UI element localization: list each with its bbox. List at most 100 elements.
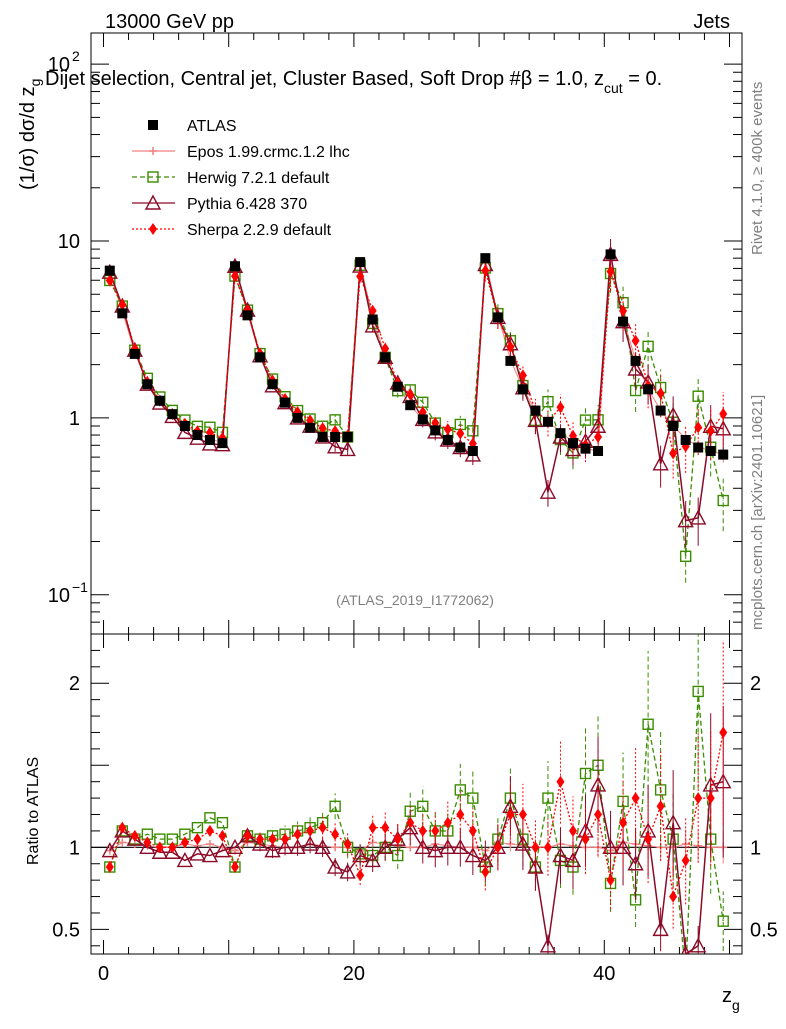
ratio-point: [594, 808, 603, 821]
data-point: [492, 312, 503, 323]
series-line: [109, 732, 724, 897]
x-tick-label: 0: [98, 963, 109, 985]
ratio-point: [264, 842, 281, 858]
data-point: [230, 270, 239, 283]
y-tick-label-base: 1: [69, 408, 80, 430]
ratio-point: [143, 836, 152, 849]
ratio-point: [717, 915, 729, 927]
mcplots-watermark: mcplots.cern.ch [arXiv:2401.10621]: [749, 395, 766, 630]
data-point: [542, 416, 553, 427]
ratio-point: [226, 838, 244, 855]
data-point: [204, 434, 215, 445]
ratio-point: [706, 792, 715, 805]
y-tick-label-base: 10: [58, 231, 80, 253]
ratio-point: [418, 824, 427, 837]
legend-label: ATLAS: [187, 118, 237, 135]
ratio-point: [579, 767, 592, 780]
legend-item: Pythia 6.428 370: [132, 194, 307, 213]
main-panel-marks: [101, 239, 732, 583]
ratio-point: [201, 847, 219, 863]
data-point: [719, 407, 728, 420]
ratio-point: [204, 812, 216, 824]
series-pythia-main: [101, 239, 732, 548]
ratio-point: [631, 792, 640, 805]
legend-label: Epos 1.99.crmc.1.2 lhc: [187, 144, 350, 161]
data-point: [367, 314, 378, 325]
ratio-point: [164, 843, 181, 859]
data-point: [692, 390, 704, 402]
ratio-point: [329, 800, 341, 813]
x-tick-label: 40: [593, 963, 615, 985]
data-point: [467, 445, 478, 456]
ratio-point: [644, 833, 653, 846]
ratio-point: [692, 685, 704, 698]
ratio-point: [568, 824, 577, 837]
ratio-point: [681, 854, 690, 867]
data-point: [118, 298, 127, 311]
ratio-point: [243, 829, 252, 842]
process-label: Jets: [693, 11, 730, 33]
series-herwig-ratio: [104, 634, 729, 954]
legend-item: ATLAS: [148, 118, 237, 135]
data-point: [506, 340, 515, 353]
data-point: [669, 447, 678, 460]
data-point: [480, 253, 491, 264]
series-sherpa-ratio: [105, 640, 728, 929]
ratio-point: [681, 945, 691, 954]
axis-ticks: [91, 33, 742, 954]
ratio-point: [230, 861, 239, 874]
data-point: [255, 352, 266, 363]
y-axis-label-ratio: Ratio to ATLAS: [25, 757, 42, 865]
data-point: [619, 304, 628, 317]
ratio-point: [531, 841, 540, 854]
data-point: [430, 425, 441, 436]
data-point: [176, 423, 194, 440]
ratio-point: [118, 821, 127, 834]
ratio-point: [193, 833, 202, 846]
data-point: [706, 424, 715, 437]
x-axis-label-sub: g: [732, 997, 740, 1013]
subtitle-beta: β = 1.0, z: [521, 68, 604, 90]
y-tick-label-main: 10: [48, 585, 70, 607]
ratio-point: [289, 838, 306, 855]
data-point: [406, 388, 415, 401]
data-point: [318, 422, 327, 435]
series-line: [109, 265, 724, 557]
data-point: [105, 274, 114, 287]
ratio-point: [417, 800, 429, 813]
ratio-point: [656, 800, 665, 813]
ratio-point: [293, 828, 302, 841]
analysis-id-label: (ATLAS_2019_I1772062): [336, 592, 494, 608]
ratio-point: [552, 847, 569, 863]
legend-item: Sherpa 2.2.9 default: [132, 222, 332, 239]
ratio-point: [331, 828, 340, 841]
data-point: [679, 550, 692, 562]
y-axis-label-text: (1/σ) dσ/d z: [17, 86, 39, 190]
data-point: [317, 431, 328, 442]
ratio-point: [318, 821, 327, 834]
ratio-point: [627, 855, 644, 871]
data-point: [217, 438, 228, 449]
data-point: [579, 414, 592, 426]
ratio-point: [690, 937, 707, 953]
ratio-point: [351, 847, 369, 863]
ratio-point: [518, 808, 527, 821]
ratio-point: [506, 808, 515, 821]
data-point: [443, 423, 452, 436]
ratio-point: [343, 838, 352, 851]
legend-marker: [147, 171, 159, 183]
ratio-point: [180, 836, 189, 849]
ratio-point: [431, 824, 440, 837]
data-point: [642, 340, 654, 353]
data-point: [605, 249, 616, 260]
ratio-point: [664, 814, 682, 830]
ratio-point: [669, 890, 678, 903]
ratio-point: [606, 874, 615, 887]
data-point: [594, 430, 603, 443]
data-point: [690, 509, 707, 525]
ratio-point: [464, 847, 482, 863]
legend-marker: [149, 223, 157, 235]
ratio-point: [139, 838, 156, 855]
data-point: [580, 443, 591, 454]
